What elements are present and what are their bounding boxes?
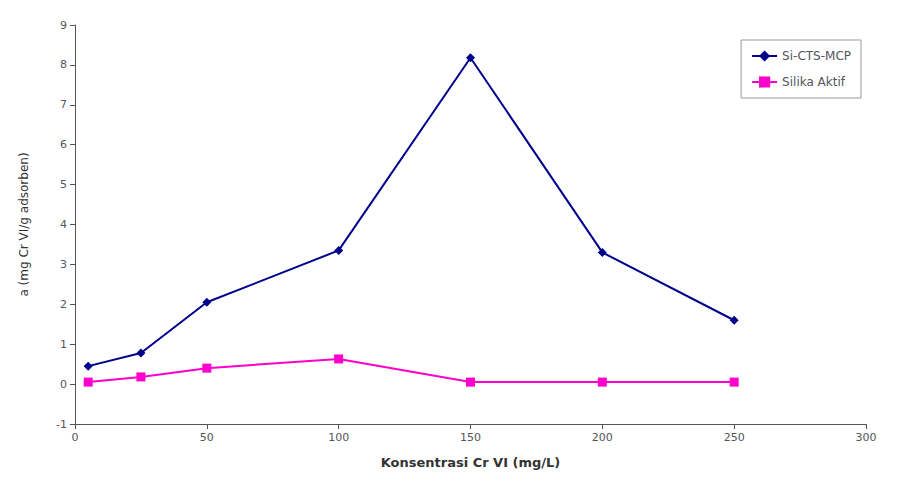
svg-text:3: 3 — [60, 258, 67, 271]
svg-text:7: 7 — [60, 98, 67, 111]
svg-text:50: 50 — [200, 431, 214, 444]
svg-text:Silika Aktif: Silika Aktif — [782, 75, 846, 89]
svg-text:8: 8 — [60, 58, 67, 71]
svg-text:1: 1 — [60, 338, 67, 351]
svg-text:300: 300 — [856, 431, 877, 444]
svg-text:0: 0 — [72, 431, 79, 444]
svg-text:6: 6 — [60, 138, 67, 151]
svg-text:a (mg Cr VI/g adsorben): a (mg Cr VI/g adsorben) — [17, 152, 31, 296]
svg-text:4: 4 — [60, 218, 67, 231]
svg-text:Si-CTS-MCP: Si-CTS-MCP — [782, 49, 851, 63]
svg-text:150: 150 — [460, 431, 481, 444]
svg-text:2: 2 — [60, 298, 67, 311]
svg-text:250: 250 — [724, 431, 745, 444]
svg-text:9: 9 — [60, 19, 67, 32]
svg-text:0: 0 — [60, 378, 67, 391]
svg-text:5: 5 — [60, 178, 67, 191]
svg-text:200: 200 — [592, 431, 613, 444]
svg-text:-1: -1 — [56, 418, 67, 431]
svg-text:Konsentrasi Cr VI (mg/L): Konsentrasi Cr VI (mg/L) — [381, 455, 561, 470]
svg-text:100: 100 — [328, 431, 349, 444]
